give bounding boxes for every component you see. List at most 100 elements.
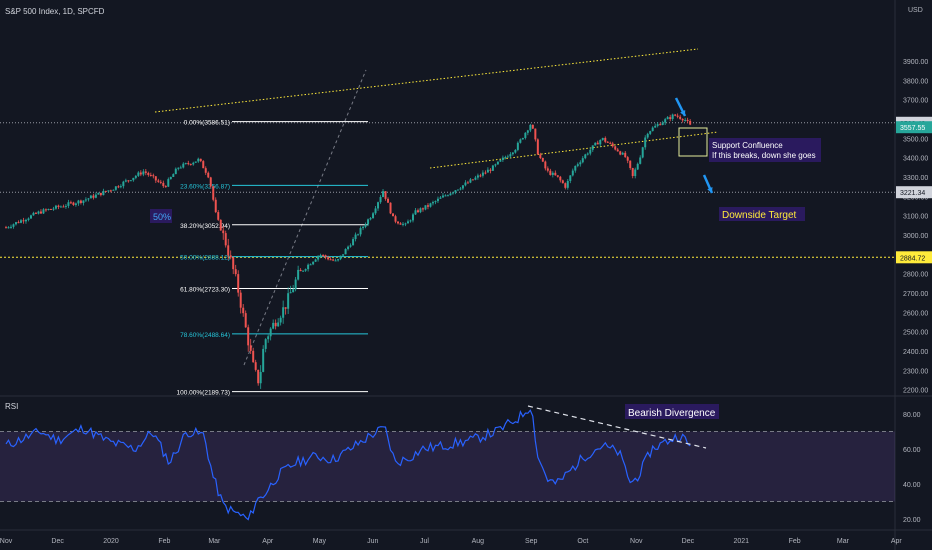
candle-body (272, 322, 275, 329)
candle-body (64, 205, 67, 207)
candle-body (302, 270, 305, 272)
candle-body (264, 339, 267, 349)
down-arrow-head (707, 187, 713, 193)
down-arrow-head (680, 110, 686, 116)
rsi-tick-label: 80.00 (903, 412, 921, 419)
fib-level-label: 38.20%(3052.94) (180, 223, 230, 230)
time-tick-label: Nov (0, 538, 13, 545)
candle-body (519, 139, 522, 143)
candle-body (399, 223, 402, 225)
candle-body (129, 180, 132, 182)
candle-body (94, 194, 97, 198)
candle-body (282, 307, 285, 318)
rsi-pane (0, 405, 895, 521)
candle-body (524, 132, 527, 139)
candle-body (439, 197, 442, 199)
candle-body (199, 158, 202, 162)
candle-body (57, 205, 60, 207)
candle-body (434, 201, 437, 203)
time-tick-label: Apr (262, 538, 274, 545)
downside-target-label: Downside Target (722, 210, 797, 221)
candle-body (97, 192, 100, 195)
candle-body (109, 190, 112, 192)
candle-body (644, 137, 647, 148)
candle-body (254, 362, 257, 370)
candle-body (224, 233, 227, 246)
price-tick-label: 2200.00 (903, 388, 928, 395)
candle-body (212, 186, 215, 200)
candle-body (621, 152, 624, 155)
currency-label: USD (908, 7, 923, 14)
candle-body (561, 180, 564, 184)
candle-body (189, 163, 192, 165)
candle-body (249, 345, 252, 351)
candle-body (154, 176, 157, 181)
fib-level-label: 78.60%(2488.64) (180, 332, 230, 339)
time-tick-label: Nov (630, 538, 643, 545)
candle-body (586, 153, 589, 155)
candle-body (491, 165, 494, 171)
candle-body (232, 257, 235, 270)
candle-body (72, 202, 75, 205)
candle-body (174, 168, 177, 175)
axes: 2200.00 2300.00 2400.00 2500.00 2600.00 2700.… (0, 59, 932, 545)
candle-body (494, 164, 497, 166)
candle-body (464, 182, 467, 186)
support-note-box (709, 138, 821, 162)
candle-body (469, 179, 472, 183)
candle-body (629, 160, 632, 168)
candle-body (511, 152, 514, 155)
rsi-band (0, 431, 895, 502)
fibonacci-retracement: 0.00%(3586.51) 23.60%(3256.87) 38.20%(3052… (177, 120, 368, 397)
candle-body (372, 213, 375, 219)
trend-lines (154, 48, 719, 366)
candle-body (514, 149, 517, 153)
candle-body (367, 219, 370, 225)
time-tick-label: Mar (837, 538, 850, 545)
candle-body (159, 181, 162, 183)
candle-body (17, 222, 20, 224)
candle-body (49, 208, 52, 210)
price-badge (896, 186, 932, 199)
fib-level-label: 50.00%(2888.12) (180, 255, 230, 262)
candle-body (34, 212, 37, 214)
candle-body (394, 216, 397, 222)
candle-body (277, 322, 280, 327)
candle-body (616, 149, 619, 152)
candle-body (54, 205, 57, 209)
candle-body (357, 234, 360, 236)
time-tick-label: Sep (525, 538, 538, 545)
candle-body (142, 171, 145, 175)
candle-body (676, 115, 679, 117)
candle-body (104, 190, 107, 192)
price-tick-label: 3700.00 (903, 98, 928, 105)
candle-body (247, 327, 250, 346)
candle-body (374, 208, 377, 214)
bearish-divergence-label: Bearish Divergence (628, 408, 716, 419)
candle-body (534, 128, 537, 140)
candle-body (87, 198, 90, 200)
candle-body (127, 180, 130, 182)
candle-body (89, 195, 92, 199)
candle-body (364, 224, 367, 227)
candle-body (362, 226, 365, 229)
candle-body (152, 175, 155, 177)
candle-body (641, 147, 644, 158)
candle-body (611, 143, 614, 147)
candle-body (431, 202, 434, 204)
candle-body (679, 116, 682, 119)
candle-body (526, 130, 529, 133)
candle-body (411, 214, 414, 221)
candle-body (332, 259, 335, 261)
candle-body (451, 192, 454, 194)
candle-body (187, 163, 190, 165)
candle-body (474, 177, 477, 180)
candle-body (389, 202, 392, 214)
candle-body (521, 138, 524, 140)
candle-body (322, 255, 325, 257)
time-tick-label: Mar (208, 538, 221, 545)
candle-body (252, 350, 255, 363)
time-tick-label: Jul (420, 538, 429, 545)
fib-level-label: 23.60%(3256.87) (180, 183, 230, 190)
